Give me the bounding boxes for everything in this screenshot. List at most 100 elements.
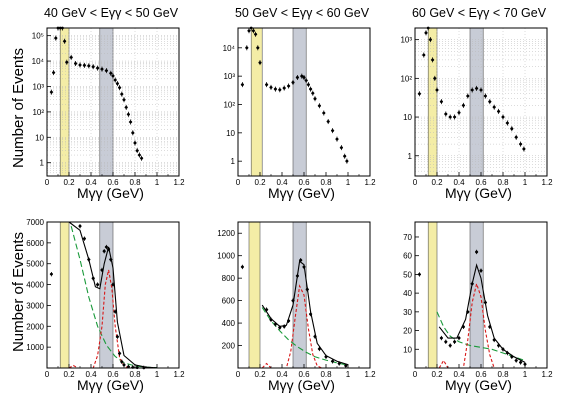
x-tick-label: 0 bbox=[236, 178, 241, 187]
x-tick-label: 0.6 bbox=[298, 370, 310, 379]
x-tick-label: 1.2 bbox=[541, 370, 553, 379]
data-point bbox=[105, 69, 108, 73]
panel-bottom-right: 0 0.2 0.4 0.6 0.8 1 1.2 10 20 30 40 50 60 70 Mγγ (GeV) bbox=[403, 221, 553, 393]
x-axis-label: Mγγ (GeV) bbox=[268, 185, 335, 201]
y-tick-label: 7000 bbox=[26, 218, 44, 227]
data-point bbox=[282, 86, 286, 90]
y-tick-label: 20 bbox=[403, 327, 412, 336]
x-tick-label: 1.2 bbox=[173, 178, 185, 187]
data-point bbox=[309, 87, 312, 91]
data-point bbox=[448, 344, 452, 347]
data-point bbox=[484, 301, 487, 304]
data-point bbox=[124, 106, 128, 109]
data-point bbox=[118, 86, 121, 90]
data-point bbox=[345, 159, 349, 163]
x-tick-label: 0.2 bbox=[254, 370, 266, 379]
data-point bbox=[488, 325, 492, 329]
data-point bbox=[120, 92, 124, 96]
data-point bbox=[462, 104, 465, 107]
data-point bbox=[111, 74, 115, 78]
x-tick-label: 1 bbox=[155, 370, 160, 379]
pi0-mass-band bbox=[427, 27, 438, 177]
data-point bbox=[50, 272, 53, 276]
y-tick-label: 30 bbox=[403, 308, 412, 317]
x-tick-label: 1.2 bbox=[364, 370, 376, 379]
data-point bbox=[252, 29, 255, 33]
data-point bbox=[311, 91, 315, 95]
data-point bbox=[100, 67, 104, 71]
data-point bbox=[133, 141, 137, 145]
data-point bbox=[453, 115, 456, 119]
data-point bbox=[83, 63, 86, 67]
signal-fit-curve bbox=[261, 284, 322, 369]
eta-mass-band bbox=[292, 27, 307, 177]
x-tick-label: 1.2 bbox=[364, 178, 376, 187]
x-tick-label: 0.4 bbox=[85, 370, 97, 379]
x-tick-label: 0.2 bbox=[431, 370, 443, 379]
data-point bbox=[54, 36, 58, 40]
data-point bbox=[307, 83, 310, 87]
y-tick-label: 10³ bbox=[400, 36, 412, 45]
data-point bbox=[431, 58, 434, 62]
x-tick-label: 0.8 bbox=[320, 178, 332, 187]
data-point bbox=[265, 308, 268, 311]
y-tick-label: 600 bbox=[222, 297, 236, 306]
data-point bbox=[241, 83, 244, 87]
x-tick-label: 1 bbox=[346, 178, 351, 187]
data-point bbox=[519, 142, 522, 146]
x-tick-label: 1 bbox=[155, 178, 160, 187]
x-tick-label: 1 bbox=[523, 178, 528, 187]
data-point bbox=[105, 245, 108, 249]
x-tick-label: 1.2 bbox=[173, 370, 185, 379]
panel-bottom-left: 0 0.2 0.4 0.6 0.8 1 1.2 1000 2000 3000 4000 5000 600… bbox=[26, 218, 185, 393]
y-tick-label: 1 bbox=[408, 152, 413, 161]
pi0-mass-band bbox=[59, 221, 70, 369]
data-point bbox=[50, 90, 53, 94]
data-point bbox=[138, 153, 141, 157]
data-point bbox=[444, 340, 448, 344]
data-point bbox=[291, 299, 295, 303]
panel-title: 40 GeV < Eγγ < 50 GeV bbox=[44, 6, 179, 20]
data-point bbox=[287, 84, 290, 88]
data-point bbox=[304, 79, 308, 82]
data-point bbox=[296, 274, 299, 278]
x-tick-label: 0.4 bbox=[276, 178, 288, 187]
data-point bbox=[313, 97, 317, 101]
data-point bbox=[65, 60, 69, 64]
x-tick-label: 0.8 bbox=[497, 178, 509, 187]
data-point bbox=[116, 82, 119, 85]
panel-top-left: 0 0.2 0.4 0.6 0.8 1 1.2 1 10 10² 10³ 10⁴ 10⁵ 40 GeV <… bbox=[32, 6, 185, 201]
data-point bbox=[497, 110, 500, 113]
y-tick-label: 1 bbox=[40, 159, 45, 168]
x-tick-label: 0 bbox=[45, 178, 50, 187]
data-point bbox=[302, 265, 306, 269]
data-point bbox=[269, 318, 273, 322]
y-tick-label: 10⁴ bbox=[223, 44, 236, 53]
data-point bbox=[309, 312, 312, 316]
data-point bbox=[120, 360, 124, 364]
data-point bbox=[448, 115, 452, 119]
data-point bbox=[331, 129, 334, 132]
panel-top-middle: 0 0.2 0.4 0.6 0.8 1 1.2 1 10 10² 10³ 10⁴ 50 GeV < Eγ… bbox=[223, 6, 376, 201]
data-point bbox=[492, 105, 496, 109]
y-tick-label: 10 bbox=[403, 113, 412, 122]
data-point bbox=[501, 347, 505, 351]
x-axis-label: Mγγ (GeV) bbox=[445, 377, 512, 393]
data-point bbox=[52, 71, 55, 75]
data-point bbox=[488, 100, 492, 104]
y-tick-label: 1 bbox=[231, 157, 236, 166]
data-point bbox=[291, 81, 295, 84]
data-point bbox=[113, 78, 117, 82]
data-point bbox=[78, 224, 82, 228]
x-tick-label: 0.6 bbox=[107, 370, 119, 379]
panel-title: 50 GeV < Eγγ < 60 GeV bbox=[235, 6, 370, 20]
data-point bbox=[122, 363, 126, 367]
data-point bbox=[254, 32, 257, 36]
data-point bbox=[514, 135, 518, 139]
data-point bbox=[126, 365, 130, 369]
data-point bbox=[113, 310, 117, 314]
data-point bbox=[435, 88, 439, 92]
data-point bbox=[522, 147, 526, 151]
